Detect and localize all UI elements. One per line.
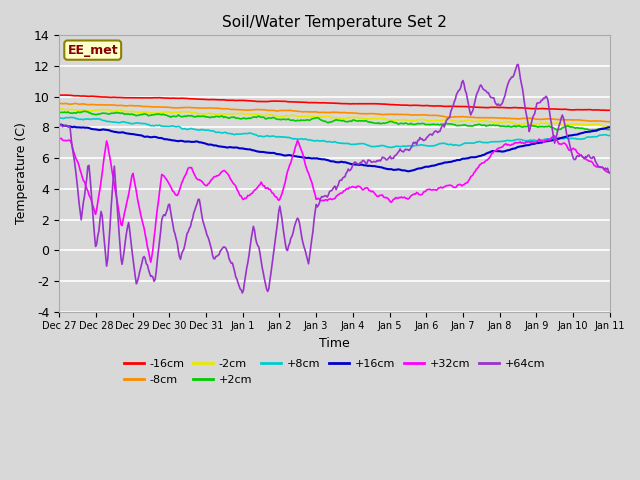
- -2cm: [318, 114, 326, 120]
- +64cm: [595, 164, 602, 169]
- +64cm: [318, 193, 326, 199]
- Line: +64cm: +64cm: [59, 64, 610, 293]
- +64cm: [384, 156, 392, 162]
- -16cm: [594, 107, 602, 113]
- +2cm: [355, 118, 362, 124]
- +32cm: [321, 197, 329, 203]
- Text: EE_met: EE_met: [67, 44, 118, 57]
- -2cm: [384, 117, 392, 122]
- Line: -2cm: -2cm: [59, 109, 610, 126]
- +16cm: [317, 156, 324, 162]
- +32cm: [606, 170, 614, 176]
- +2cm: [587, 128, 595, 133]
- +8cm: [67, 114, 75, 120]
- +16cm: [55, 121, 63, 127]
- -16cm: [355, 101, 362, 107]
- -16cm: [604, 108, 611, 113]
- Title: Soil/Water Temperature Set 2: Soil/Water Temperature Set 2: [222, 15, 447, 30]
- -2cm: [59, 106, 67, 112]
- +8cm: [384, 144, 392, 150]
- +64cm: [321, 193, 329, 199]
- +32cm: [550, 133, 557, 139]
- +8cm: [55, 115, 63, 120]
- -8cm: [507, 116, 515, 121]
- -2cm: [355, 114, 362, 120]
- -8cm: [593, 118, 600, 124]
- -2cm: [602, 123, 609, 129]
- +2cm: [79, 108, 87, 114]
- Line: +32cm: +32cm: [59, 136, 610, 262]
- Line: -16cm: -16cm: [59, 95, 610, 110]
- +2cm: [55, 109, 63, 115]
- -8cm: [317, 109, 324, 115]
- -16cm: [384, 101, 392, 107]
- -16cm: [55, 92, 63, 98]
- +32cm: [318, 198, 326, 204]
- +32cm: [55, 136, 63, 142]
- +64cm: [239, 290, 246, 296]
- +64cm: [55, 123, 63, 129]
- -8cm: [55, 100, 63, 106]
- +16cm: [320, 156, 328, 162]
- +2cm: [595, 126, 602, 132]
- +8cm: [321, 138, 329, 144]
- -2cm: [55, 106, 63, 112]
- +16cm: [353, 162, 361, 168]
- -8cm: [320, 109, 328, 115]
- -2cm: [321, 114, 329, 120]
- +2cm: [606, 127, 614, 132]
- +8cm: [595, 133, 602, 139]
- -2cm: [606, 123, 614, 129]
- +16cm: [404, 168, 412, 174]
- -16cm: [318, 100, 326, 106]
- X-axis label: Time: Time: [319, 337, 350, 350]
- -8cm: [605, 119, 612, 125]
- +16cm: [594, 127, 602, 133]
- +64cm: [606, 170, 614, 176]
- -8cm: [383, 111, 390, 117]
- +2cm: [318, 118, 326, 123]
- +2cm: [508, 124, 515, 130]
- -16cm: [606, 108, 614, 113]
- -2cm: [508, 120, 515, 125]
- Line: +16cm: +16cm: [59, 124, 610, 171]
- Line: +8cm: +8cm: [59, 117, 610, 147]
- +32cm: [595, 164, 602, 170]
- Legend: -16cm, -8cm, -2cm, +2cm, +8cm, +16cm, +32cm, +64cm: -16cm, -8cm, -2cm, +2cm, +8cm, +16cm, +3…: [120, 355, 550, 389]
- +8cm: [387, 144, 395, 150]
- +16cm: [383, 166, 390, 172]
- +64cm: [355, 161, 362, 167]
- +32cm: [355, 183, 362, 189]
- +16cm: [606, 124, 614, 130]
- +2cm: [321, 118, 329, 124]
- -8cm: [353, 110, 361, 116]
- +8cm: [606, 132, 614, 138]
- +64cm: [515, 61, 522, 67]
- -16cm: [508, 105, 515, 111]
- +16cm: [508, 146, 515, 152]
- +32cm: [508, 142, 515, 147]
- +32cm: [147, 259, 155, 265]
- +8cm: [318, 138, 326, 144]
- -16cm: [61, 92, 68, 98]
- Line: +2cm: +2cm: [59, 111, 610, 131]
- Line: -8cm: -8cm: [59, 103, 610, 122]
- +8cm: [509, 138, 516, 144]
- -2cm: [594, 121, 602, 127]
- +2cm: [384, 120, 392, 125]
- +64cm: [508, 74, 515, 80]
- -16cm: [321, 100, 329, 106]
- +8cm: [355, 141, 362, 147]
- +32cm: [384, 195, 392, 201]
- -8cm: [606, 119, 614, 125]
- Y-axis label: Temperature (C): Temperature (C): [15, 122, 28, 225]
